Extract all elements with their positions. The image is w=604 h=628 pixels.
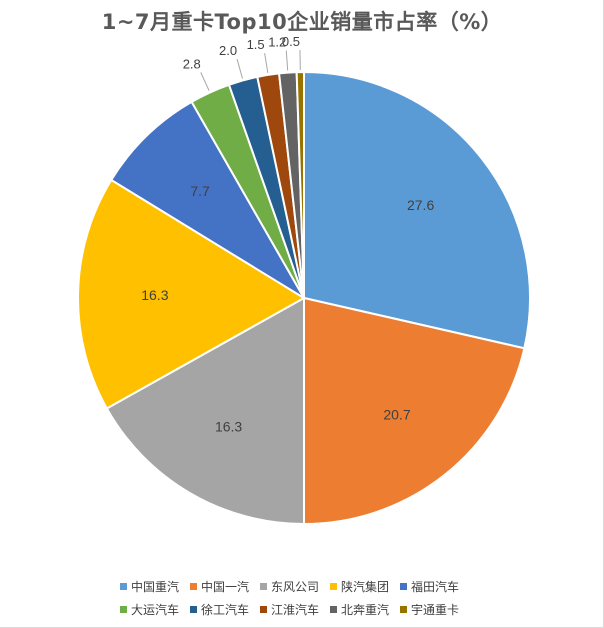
data-label: 1.2 [268, 35, 286, 50]
legend-item: 大运汽车 [120, 601, 190, 618]
legend-item: 福田汽车 [400, 578, 470, 595]
pie-slice [295, 70, 305, 299]
legend-label: 东风公司 [271, 580, 320, 594]
data-label: 27.6 [407, 197, 434, 213]
data-label: 2.8 [183, 57, 201, 72]
data-label: 0.5 [282, 34, 300, 49]
legend-label: 江淮汽车 [271, 603, 320, 617]
legend-item: 徐工汽车 [190, 601, 260, 618]
legend-label: 大运汽车 [131, 603, 180, 617]
leader-line [285, 50, 289, 71]
legend-label: 福田汽车 [411, 580, 460, 594]
legend-label: 中国一汽 [201, 580, 250, 594]
legend-item: 中国重汽 [120, 578, 190, 595]
legend-swatch [330, 583, 337, 590]
legend-item: 东风公司 [260, 578, 330, 595]
pie-slice [105, 296, 305, 526]
legend-label: 宇通重卡 [411, 603, 460, 617]
legend-item: 中国一汽 [190, 578, 260, 595]
legend-swatch [330, 606, 337, 613]
leader-line [264, 53, 269, 73]
pie-slice [109, 100, 305, 299]
leader-line [200, 72, 210, 91]
legend-item: 江淮汽车 [260, 601, 330, 618]
data-label: 7.7 [190, 183, 210, 199]
data-label: 20.7 [383, 407, 410, 423]
legend-swatch [190, 606, 197, 613]
legend-swatch [400, 583, 407, 590]
leader-line [236, 59, 243, 79]
legend-swatch [260, 583, 267, 590]
legend-label: 中国重汽 [131, 580, 180, 594]
legend-swatch [400, 606, 407, 613]
data-label: 2.0 [219, 43, 237, 58]
legend-label: 徐工汽车 [201, 603, 250, 617]
pie-slice [77, 178, 306, 410]
legend-swatch [120, 606, 127, 613]
data-label: 16.3 [141, 287, 168, 303]
chart-legend: 中国重汽 中国一汽 东风公司 陕汽集团 福田汽车大运汽车 徐工汽车 江淮汽车 北奔重汽 宇通重卡 [120, 578, 520, 618]
legend-label: 北奔重汽 [341, 603, 390, 617]
legend-swatch [260, 606, 267, 613]
chart-title: 1~7月重卡Top10企业销量市占率（%） [101, 10, 503, 34]
legend-item: 北奔重汽 [330, 601, 400, 618]
legend-swatch [190, 583, 197, 590]
legend-item: 宇通重卡 [400, 601, 470, 618]
legend-label: 陕汽集团 [341, 580, 390, 594]
legend-item: 陕汽集团 [330, 578, 400, 595]
legend-swatch [120, 583, 127, 590]
pie-slice [303, 70, 531, 350]
data-label: 1.5 [247, 37, 265, 52]
pie-slice [303, 296, 526, 526]
data-label: 16.3 [215, 419, 242, 435]
